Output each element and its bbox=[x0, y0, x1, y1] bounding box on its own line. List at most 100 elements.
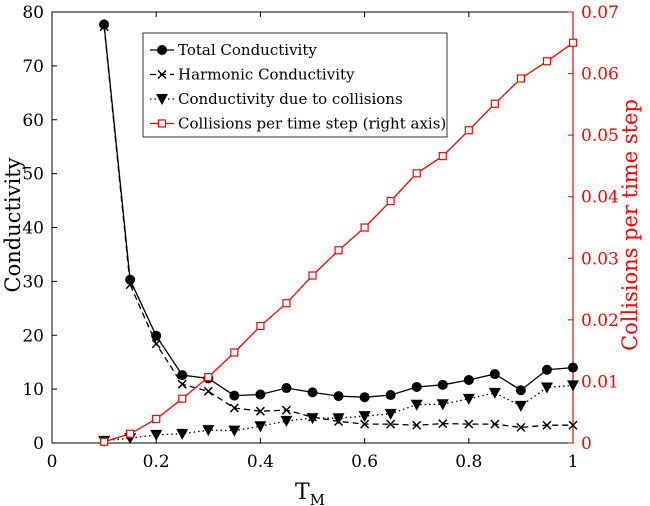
data-point-conductivity-due-to-collisions bbox=[332, 413, 345, 425]
data-point-total-conductivity bbox=[411, 381, 422, 392]
y-left-tick-label: 60 bbox=[22, 111, 44, 131]
legend-entry-harmonic-conductivity: Harmonic Conductivity bbox=[150, 66, 355, 84]
data-point-harmonic-conductivity bbox=[281, 405, 291, 415]
y-right-tick-label: 0.07 bbox=[581, 3, 619, 23]
data-point-conductivity-due-to-collisions bbox=[384, 408, 397, 420]
data-point-collisions-per-time-step-right-axis bbox=[308, 271, 317, 280]
data-point-conductivity-due-to-collisions bbox=[514, 400, 527, 412]
data-point-collisions-per-time-step-right-axis bbox=[178, 394, 187, 403]
series-collisions-per-time-step-right-axis bbox=[99, 38, 578, 446]
data-point-harmonic-conductivity bbox=[177, 379, 187, 389]
data-point-collisions-per-time-step-right-axis bbox=[204, 373, 213, 382]
data-point-conductivity-due-to-collisions bbox=[280, 415, 293, 427]
data-point-total-conductivity bbox=[515, 385, 526, 396]
data-point-harmonic-conductivity bbox=[516, 422, 526, 432]
data-point-conductivity-due-to-collisions bbox=[202, 425, 215, 437]
x-tick-label: 0.2 bbox=[143, 452, 170, 472]
series-total-conductivity bbox=[99, 19, 578, 403]
y-right-tick-label: 0.06 bbox=[581, 65, 619, 85]
data-point-total-conductivity bbox=[463, 374, 474, 385]
x-tick-label: 0.6 bbox=[351, 452, 378, 472]
data-point-total-conductivity bbox=[151, 330, 162, 341]
data-point-harmonic-conductivity bbox=[99, 22, 109, 32]
data-point-harmonic-conductivity bbox=[412, 420, 422, 430]
legend-entry-conductivity-due-to-collisions: Conductivity due to collisions bbox=[150, 90, 403, 108]
y-left-tick-label: 20 bbox=[22, 326, 44, 346]
legend-entries: Total Conductivity Harmonic Conductivity C… bbox=[150, 41, 446, 133]
data-point-conductivity-due-to-collisions bbox=[436, 399, 449, 411]
data-point-total-conductivity bbox=[437, 379, 448, 390]
data-point-conductivity-due-to-collisions bbox=[488, 387, 501, 399]
y-left-ticks: 0 10 20 30 40 50 60 70 80 bbox=[22, 3, 57, 454]
data-point-harmonic-conductivity bbox=[438, 419, 448, 429]
data-point-harmonic-conductivity bbox=[490, 419, 500, 429]
data-point-total-conductivity bbox=[255, 389, 266, 400]
y-axis-right-label: Collisions per time step bbox=[618, 99, 642, 351]
x-axis-label: TM bbox=[295, 480, 325, 506]
y-left-tick-label: 50 bbox=[22, 165, 44, 185]
data-point-collisions-per-time-step-right-axis bbox=[282, 299, 291, 308]
data-point-collisions-per-time-step-right-axis bbox=[412, 169, 421, 178]
legend-entry-total-conductivity: Total Conductivity bbox=[150, 41, 317, 59]
data-point-collisions-per-time-step-right-axis bbox=[490, 99, 499, 108]
x-tick-label: 0.8 bbox=[455, 452, 482, 472]
y-left-tick-label: 40 bbox=[22, 219, 44, 239]
y-right-ticks: 0 0.01 0.02 0.03 0.04 0.05 0.06 0.07 bbox=[568, 3, 619, 454]
data-point-collisions-per-time-step-right-axis bbox=[256, 321, 265, 331]
data-point-conductivity-due-to-collisions bbox=[540, 382, 553, 394]
data-point-conductivity-due-to-collisions bbox=[567, 380, 579, 392]
data-point-total-conductivity bbox=[307, 387, 318, 398]
data-point-total-conductivity bbox=[385, 390, 396, 401]
data-point-collisions-per-time-step-right-axis bbox=[516, 74, 526, 83]
y-left-tick-label: 10 bbox=[22, 380, 44, 400]
data-point-conductivity-due-to-collisions bbox=[410, 399, 423, 411]
y-right-tick-label: 0.04 bbox=[581, 188, 619, 208]
data-point-total-conductivity bbox=[229, 390, 240, 401]
data-point-total-conductivity bbox=[489, 369, 500, 380]
data-point-total-conductivity bbox=[333, 391, 344, 402]
x-axis-label-subscript: M bbox=[310, 491, 325, 506]
y-right-tick-label: 0.01 bbox=[581, 372, 619, 392]
data-point-conductivity-due-to-collisions bbox=[306, 413, 319, 425]
data-point-collisions-per-time-step-right-axis bbox=[568, 38, 578, 47]
legend-label: Total Conductivity bbox=[178, 41, 317, 59]
legend-marker bbox=[156, 94, 168, 105]
data-point-total-conductivity bbox=[99, 19, 110, 30]
data-point-collisions-per-time-step-right-axis bbox=[126, 429, 135, 438]
legend-box bbox=[142, 32, 448, 138]
series-layer bbox=[98, 19, 579, 447]
legend-marker bbox=[157, 119, 167, 128]
data-point-harmonic-conductivity bbox=[386, 419, 396, 429]
y-right-tick-label: 0 bbox=[581, 434, 592, 454]
data-point-collisions-per-time-step-right-axis bbox=[99, 437, 109, 446]
data-point-total-conductivity bbox=[177, 370, 188, 381]
data-point-total-conductivity bbox=[568, 362, 578, 373]
data-point-collisions-per-time-step-right-axis bbox=[360, 223, 369, 232]
y-left-tick-label: 0 bbox=[33, 434, 44, 454]
y-left-tick-label: 80 bbox=[22, 3, 44, 23]
data-point-total-conductivity bbox=[541, 364, 552, 375]
data-point-conductivity-due-to-collisions bbox=[358, 411, 371, 423]
series-conductivity-due-to-collisions bbox=[98, 380, 579, 447]
data-point-collisions-per-time-step-right-axis bbox=[438, 151, 447, 161]
legend-label: Harmonic Conductivity bbox=[178, 66, 355, 84]
y-left-tick-label: 70 bbox=[22, 57, 44, 77]
data-point-conductivity-due-to-collisions bbox=[462, 393, 475, 405]
legend-label: Conductivity due to collisions bbox=[178, 90, 403, 108]
data-point-harmonic-conductivity bbox=[464, 419, 474, 429]
data-point-collisions-per-time-step-right-axis bbox=[334, 246, 343, 255]
legend: Total Conductivity Harmonic Conductivity C… bbox=[142, 32, 448, 138]
x-axis-label-main: T bbox=[295, 480, 310, 505]
data-point-harmonic-conductivity bbox=[542, 420, 552, 430]
y-left-tick-label: 30 bbox=[22, 272, 44, 292]
data-point-conductivity-due-to-collisions bbox=[150, 429, 163, 441]
data-point-collisions-per-time-step-right-axis bbox=[464, 126, 473, 135]
y-right-tick-label: 0.05 bbox=[581, 126, 619, 146]
x-tick-label: 0.4 bbox=[247, 452, 274, 472]
legend-marker bbox=[157, 45, 167, 55]
legend-label: Collisions per time step (right axis) bbox=[178, 115, 446, 133]
data-point-collisions-per-time-step-right-axis bbox=[542, 57, 552, 66]
data-point-collisions-per-time-step-right-axis bbox=[386, 196, 395, 206]
data-point-total-conductivity bbox=[281, 383, 292, 394]
